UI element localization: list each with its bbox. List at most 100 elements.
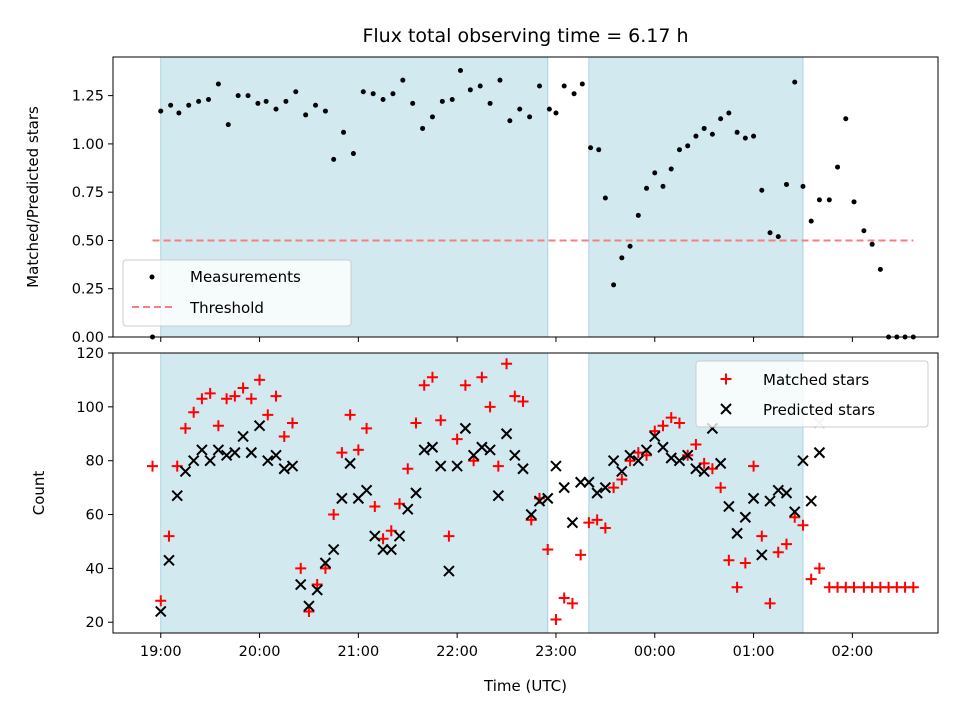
predicted-star-point — [187, 454, 200, 467]
measurement-point — [467, 87, 473, 93]
ratio-legend-box — [122, 259, 352, 327]
measurement-point — [693, 133, 699, 139]
matched-star-point — [188, 406, 200, 418]
measurement-point — [527, 114, 533, 120]
matched-star-point — [418, 379, 430, 391]
measurement-point — [507, 118, 513, 124]
measurement-point — [331, 156, 337, 162]
measurement-point — [350, 151, 356, 157]
predicted-star-point — [492, 489, 505, 502]
measurement-point — [410, 100, 416, 106]
legend-marker-shape — [720, 403, 732, 415]
matched-star-point — [443, 530, 455, 542]
measurement-point — [611, 282, 617, 288]
measurement-point — [619, 255, 625, 261]
threshold-legend-label: Threshold — [189, 299, 264, 317]
measurement-point — [517, 106, 523, 112]
x-tick-label: 00:00 — [634, 644, 676, 660]
measurement-point — [877, 266, 883, 272]
matched-star-point — [616, 474, 628, 486]
measurement-point — [206, 96, 212, 102]
predicted-star-point — [624, 449, 636, 462]
y-tick-label: 1.00 — [72, 137, 104, 153]
measurement-point — [322, 108, 328, 114]
predicted-star-point — [295, 578, 307, 591]
predicted-star-point — [599, 481, 612, 494]
matched-star-point — [781, 538, 793, 550]
matched-star-point — [278, 430, 290, 442]
shaded-interval — [588, 57, 803, 337]
matched-star-point — [789, 511, 801, 523]
predicted-star-point — [747, 492, 760, 505]
y-tick-label: 80 — [86, 454, 104, 470]
measurement-point — [186, 102, 192, 108]
matched-star-point — [336, 447, 348, 459]
measurement-point — [843, 116, 849, 122]
measurement-point — [497, 77, 503, 83]
predicted-star-point — [731, 527, 743, 540]
measurement-point — [792, 79, 798, 85]
predicted-star-point — [657, 441, 669, 453]
x-axis-label: Time (UTC) — [483, 677, 567, 695]
measurement-point — [759, 187, 765, 193]
predicted-star-point — [303, 600, 315, 612]
matched-star-point — [270, 390, 282, 402]
matched-star-point — [599, 522, 611, 534]
measurement-point — [235, 93, 241, 99]
predicted-star-point — [591, 487, 603, 499]
matched-star-point — [303, 605, 315, 617]
predicted-star-point — [212, 444, 225, 456]
x-tick-label: 23:00 — [535, 644, 577, 660]
predicted-star-point — [509, 449, 521, 462]
predicted-star-point — [360, 484, 373, 497]
predicted-star-point — [327, 543, 340, 556]
matched-star-point — [459, 379, 471, 391]
matched-star-point — [501, 358, 513, 370]
matched-star-point — [147, 460, 159, 472]
predicted-star-point — [163, 554, 175, 567]
matched-star-point — [369, 500, 381, 512]
predicted-star-point — [245, 446, 258, 459]
predicted-star-point — [772, 484, 784, 497]
measurement-point — [635, 212, 641, 218]
count-panel: 19:00 20:00 21:00 22:00 23:00 00:00 01:00 02:00… — [30, 346, 939, 695]
predicted-star-point — [377, 543, 389, 556]
ratio-axes-frame — [112, 56, 939, 338]
matched-star-point — [492, 460, 504, 472]
matched-star-point — [756, 530, 768, 542]
measurement-point — [176, 110, 182, 116]
predicted-star-point — [542, 492, 554, 505]
measurement-point — [158, 108, 164, 114]
measurement-point — [751, 133, 757, 139]
measurement-point — [668, 166, 674, 172]
measurement-point — [449, 96, 455, 102]
matched-star-point — [402, 463, 414, 475]
matched-star-point — [262, 409, 274, 421]
measurement-point — [826, 197, 832, 203]
ratio-y-axis-label: Matched/Predicted stars — [24, 106, 42, 288]
matched-star-point — [426, 371, 438, 383]
predicted-star-point — [813, 446, 826, 459]
matched-star-point — [410, 417, 422, 429]
measurement-point — [767, 230, 773, 236]
measurement-point — [196, 98, 202, 104]
measurement-point — [546, 106, 552, 112]
measurement-point — [742, 135, 748, 141]
predicted-star-point — [204, 454, 216, 467]
matched-star-point — [673, 417, 685, 429]
predicted-star-point — [410, 487, 422, 499]
predicted-star-point — [665, 452, 677, 464]
count-points — [147, 358, 919, 626]
predicted-star-point — [237, 430, 249, 443]
matched-star-point — [476, 371, 488, 383]
matched-star-point — [739, 557, 751, 569]
predicted-star-point — [739, 511, 752, 523]
predicted-star-point — [566, 516, 579, 529]
predicted-star-point — [229, 446, 241, 459]
matched-stars-legend-marker — [720, 373, 732, 385]
measurement-point — [571, 91, 577, 97]
measurement-point — [245, 93, 251, 99]
y-tick-label: 120 — [76, 346, 104, 362]
predicted-star-point — [525, 508, 537, 521]
matched-star-point — [907, 581, 919, 593]
